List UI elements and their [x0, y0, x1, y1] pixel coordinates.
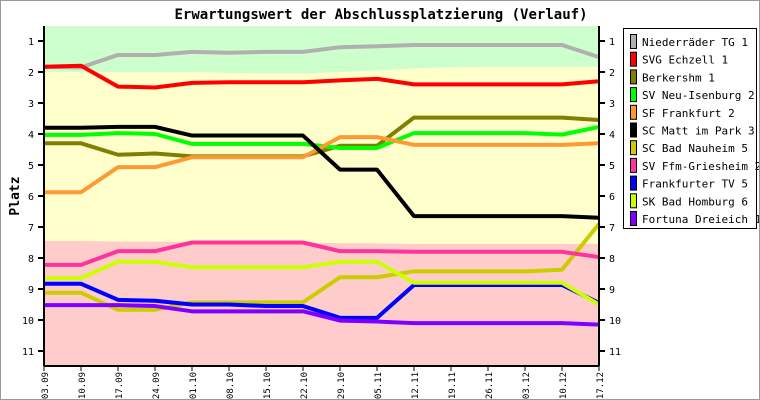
legend-swatch: [630, 51, 637, 67]
y-tick-label-left: 9: [28, 285, 34, 296]
legend-swatch: [630, 69, 637, 85]
x-tick-label: 15.10: [263, 372, 273, 399]
legend-swatch: [630, 140, 637, 156]
y-tick-label-right: 10: [609, 316, 621, 327]
y-axis-label: Platz: [8, 176, 23, 215]
series-line-8: [44, 281, 600, 320]
y-tick-label-right: 9: [609, 285, 615, 296]
y-tick-label-right: 4: [609, 130, 615, 141]
series-line-4: [44, 135, 600, 195]
x-tick-label: 26.11: [485, 372, 495, 399]
y-tick-label-right: 5: [609, 161, 615, 172]
y-tick-label-right: 3: [609, 99, 615, 110]
legend: Niederräder TG 1 SVG Echzell 1 Berkershm 1…: [623, 28, 760, 229]
x-tick-label: 10.12: [559, 372, 569, 399]
legend-swatch: [630, 211, 637, 226]
y-tick-label-left: 4: [28, 130, 34, 141]
y-tick-label-left: 10: [22, 316, 34, 327]
y-tick-label-right: 8: [609, 254, 615, 265]
x-tick-label: 08.10: [226, 372, 236, 399]
x-tick-label: 03.09: [41, 372, 51, 399]
series-line-6: [44, 222, 601, 312]
y-tick-label-left: 8: [28, 254, 34, 265]
zone-middle: [44, 26, 599, 245]
x-tick-label: 24.09: [152, 372, 162, 399]
series-line-5: [44, 124, 600, 220]
series-line-1: [43, 63, 600, 90]
legend-swatch: [630, 193, 637, 209]
x-tick-label: 10.09: [78, 372, 88, 399]
y-tick-label-left: 7: [28, 223, 34, 234]
legend-label: SF Frankfurt 2: [642, 107, 735, 120]
series-line-0: [43, 43, 600, 70]
y-tick-label-left: 2: [28, 68, 34, 79]
x-tick-label: 22.10: [300, 372, 310, 399]
x-tick-label: 19.11: [448, 372, 458, 399]
y-tick-label-left: 3: [28, 99, 34, 110]
legend-swatch: [630, 87, 637, 103]
x-tick-label: 17.12: [596, 372, 606, 399]
legend-label: Fortuna Dreieich 1: [642, 213, 760, 226]
x-tick-label: 01.10: [189, 372, 199, 399]
y-tick-label-right: 7: [609, 223, 615, 234]
chart-title: Erwartungswert der Abschlussplatzierung …: [174, 7, 587, 23]
legend-label: SV Ffm-Griesheim 2: [642, 160, 760, 173]
series-line-10: [44, 303, 600, 327]
legend-label: SC Bad Nauheim 5: [642, 142, 748, 155]
x-tick-label: 29.10: [337, 372, 347, 399]
legend-label: SVG Echzell 1: [642, 54, 728, 67]
legend-label: Niederräder TG 1: [642, 36, 748, 49]
legend-swatch: [630, 157, 637, 173]
x-tick-label: 12.11: [411, 372, 421, 399]
x-tick-label: 05.11: [374, 372, 384, 399]
y-tick-label-left: 6: [28, 192, 34, 203]
y-tick-label-right: 11: [609, 347, 621, 358]
legend-label: SK Bad Homburg 6: [642, 195, 748, 208]
legend-swatch: [630, 122, 637, 138]
series-lines: [43, 43, 601, 327]
series-line-7: [44, 240, 600, 267]
y-tick-label-left: 11: [22, 347, 34, 358]
legend-label: SC Matt im Park 3: [642, 125, 755, 138]
y-tick-label-right: 6: [609, 192, 615, 203]
legend-label: SV Neu-Isenburg 2: [642, 89, 755, 102]
x-tick-label: 17.09: [115, 372, 125, 399]
legend-swatch: [630, 34, 637, 49]
x-tick-label: 03.12: [522, 372, 532, 399]
legend-box: [623, 28, 757, 229]
legend-label: Frankfurter TV 5: [642, 178, 748, 191]
series-line-9: [44, 259, 601, 307]
y-tick-label-left: 1: [28, 37, 34, 48]
y-tick-label-left: 5: [28, 161, 34, 172]
y-tick-label-right: 1: [609, 37, 615, 48]
y-tick-label-right: 2: [609, 68, 615, 79]
legend-swatch: [630, 175, 637, 191]
legend-label: Berkershm 1: [642, 71, 715, 84]
legend-swatch: [630, 104, 637, 120]
